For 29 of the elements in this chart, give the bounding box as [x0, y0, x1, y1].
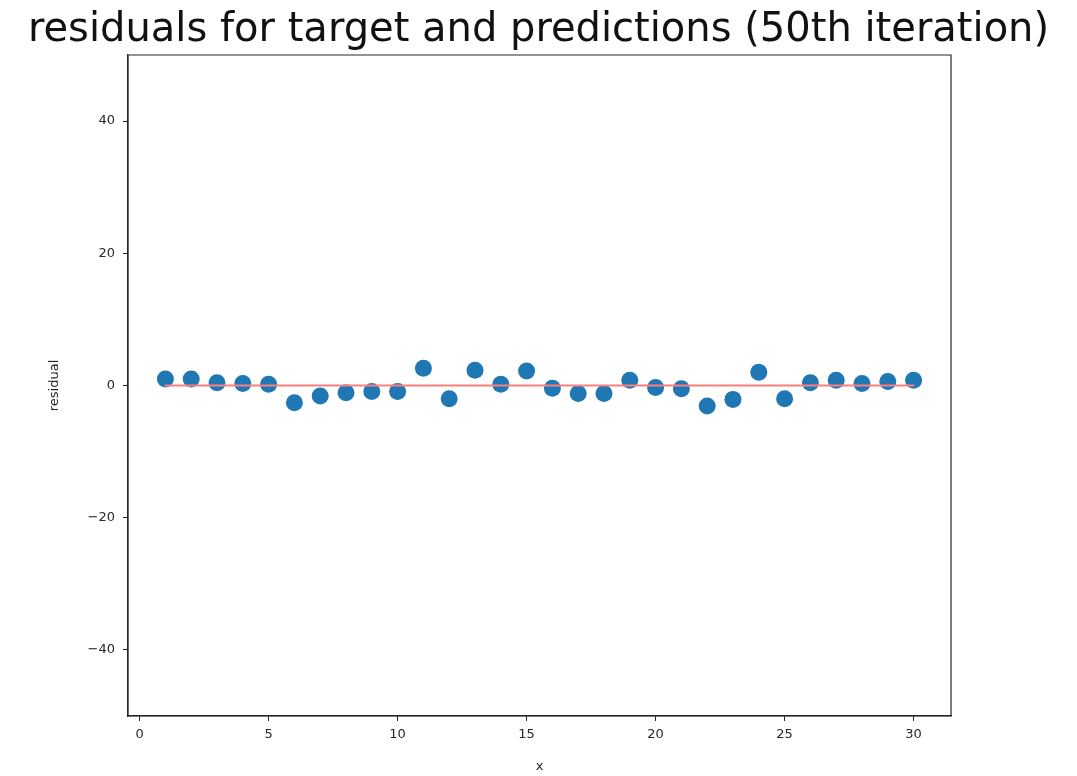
y-axis-title: residual — [46, 359, 62, 412]
point — [724, 390, 742, 408]
point — [750, 363, 768, 381]
point — [698, 397, 716, 415]
point — [518, 362, 536, 380]
y-tick-label: 20 — [98, 244, 115, 260]
x-tick-label: 5 — [264, 726, 273, 742]
y-tick-label: −40 — [87, 641, 115, 657]
point — [414, 359, 432, 377]
point — [595, 384, 613, 402]
y-tick-label: 0 — [106, 376, 115, 392]
x-tick-label: 25 — [776, 726, 793, 742]
x-tick-label: 15 — [518, 726, 535, 742]
y-tick-label: 40 — [98, 112, 115, 128]
point — [440, 390, 458, 408]
point — [311, 387, 329, 405]
x-tick-label: 20 — [647, 726, 664, 742]
point — [905, 371, 923, 389]
x-tick-label: 0 — [135, 726, 144, 742]
x-tick-label: 30 — [905, 726, 922, 742]
point — [156, 370, 174, 388]
x-axis-title: x — [535, 757, 544, 773]
point — [569, 384, 587, 402]
chart-title: residuals for target and predictions (50th iteration) — [27, 4, 1050, 51]
x-tick-label: 10 — [389, 726, 406, 742]
point — [776, 390, 794, 408]
y-tick-label: −20 — [87, 509, 115, 525]
point — [466, 361, 484, 379]
point — [285, 394, 303, 412]
